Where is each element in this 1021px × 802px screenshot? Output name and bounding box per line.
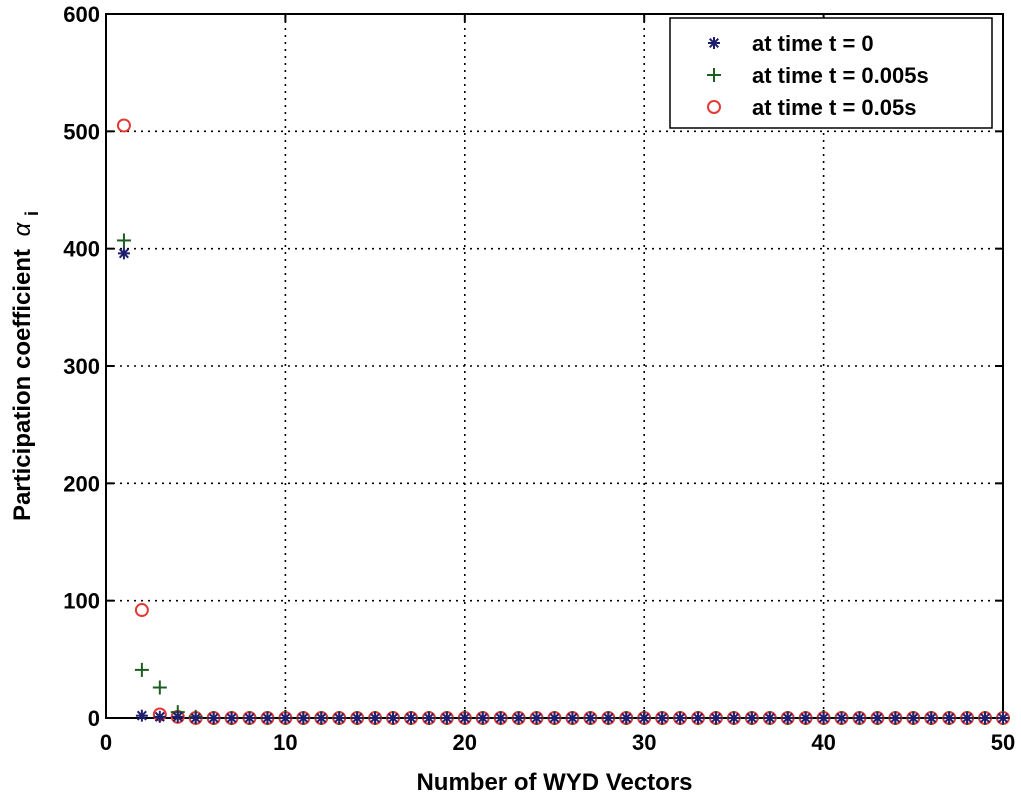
data-point-asterisk [997, 712, 1009, 724]
y-tick-label: 0 [88, 706, 100, 731]
legend-marker-plus [707, 68, 721, 82]
data-point-asterisk [871, 712, 884, 724]
data-point-asterisk [907, 712, 920, 724]
data-point-asterisk [548, 712, 561, 724]
legend-box [669, 17, 993, 129]
data-point-asterisk [602, 712, 615, 724]
data-point-asterisk [584, 712, 597, 724]
data-point-asterisk [889, 712, 902, 724]
data-points [116, 118, 1010, 725]
y-tick-label: 500 [63, 119, 100, 144]
y-tick-label: 200 [63, 471, 100, 496]
data-point-asterisk [620, 712, 633, 724]
data-point-asterisk [189, 712, 202, 724]
data-point-asterisk [315, 712, 328, 724]
data-point-asterisk [835, 712, 848, 724]
data-point-asterisk [674, 712, 687, 724]
data-point-asterisk [153, 710, 166, 723]
data-point-asterisk [422, 712, 435, 724]
legend-label: at time t = 0.005s [752, 63, 929, 88]
data-point-circle [116, 118, 131, 133]
data-point-asterisk [566, 712, 579, 724]
data-point-asterisk [979, 712, 992, 724]
data-point-asterisk [207, 712, 220, 724]
data-point-asterisk [727, 712, 740, 724]
x-axis-label: Number of WYD Vectors [416, 769, 692, 796]
data-point-asterisk [530, 712, 543, 724]
y-tick-label: 100 [63, 589, 100, 614]
y-axis-label-subscript: i [22, 211, 42, 216]
data-point-asterisk [692, 712, 705, 724]
data-point-plus [152, 680, 167, 695]
data-point-asterisk [494, 712, 507, 724]
legend-marker-circle [707, 100, 721, 114]
data-point-asterisk [369, 712, 382, 724]
x-tick-label: 40 [811, 730, 835, 755]
data-point-asterisk [458, 712, 471, 724]
data-point-asterisk [961, 712, 974, 724]
data-point-asterisk [351, 712, 364, 724]
data-point-asterisk [171, 710, 184, 723]
data-point-asterisk [943, 712, 956, 724]
data-point-asterisk [745, 712, 758, 724]
y-axis-label: Participation coefficient α i [9, 211, 42, 521]
data-point-asterisk [243, 712, 256, 724]
data-point-plus [116, 233, 131, 248]
y-tick-label: 400 [63, 237, 100, 262]
data-point-asterisk [656, 712, 669, 724]
x-tick-label: 30 [632, 730, 656, 755]
data-point-asterisk [135, 709, 148, 722]
grid [106, 14, 1003, 718]
y-tick-label: 300 [63, 354, 100, 379]
data-point-asterisk [117, 247, 130, 260]
data-point-asterisk [404, 712, 417, 724]
data-point-asterisk [440, 712, 453, 724]
data-point-asterisk [925, 712, 938, 724]
legend-marker-asterisk [708, 37, 720, 49]
data-point-asterisk [817, 712, 830, 724]
data-point-asterisk [297, 712, 310, 724]
data-point-circle [134, 603, 149, 618]
data-point-asterisk [333, 712, 346, 724]
legend-label: at time t = 0 [752, 31, 874, 56]
data-point-asterisk [638, 712, 651, 724]
x-tick-label: 10 [273, 730, 297, 755]
y-axis-label-text: Participation coefficient [9, 249, 36, 521]
legend-label: at time t = 0.05s [752, 95, 916, 120]
data-point-plus [134, 662, 149, 677]
data-point-asterisk [279, 712, 292, 724]
data-point-asterisk [387, 712, 400, 724]
data-point-asterisk [781, 712, 794, 724]
legend: at time t = 0 at time t = 0.005s at time t… [669, 17, 993, 129]
y-tick-label: 600 [63, 2, 100, 27]
x-tick-label: 50 [991, 730, 1015, 755]
data-point-asterisk [853, 712, 866, 724]
data-point-asterisk [512, 712, 525, 724]
data-point-asterisk [225, 712, 238, 724]
y-axis-label-symbol: α [9, 221, 36, 236]
x-tick-label: 0 [100, 730, 112, 755]
data-point-asterisk [476, 712, 489, 724]
data-point-asterisk [799, 712, 812, 724]
data-point-asterisk [709, 712, 722, 724]
data-point-asterisk [763, 712, 776, 724]
x-tick-label: 20 [453, 730, 477, 755]
data-point-asterisk [261, 712, 274, 724]
